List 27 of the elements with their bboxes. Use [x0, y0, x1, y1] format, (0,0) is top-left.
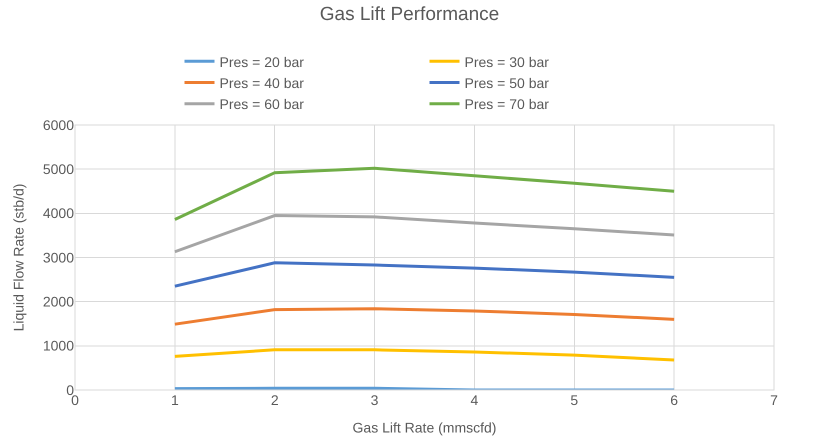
y-tick-label: 5000: [42, 161, 74, 178]
x-tick-label: 5: [570, 392, 578, 408]
y-tick-label: 3000: [42, 249, 74, 266]
y-tick-label: 4000: [42, 205, 74, 222]
legend-label: Pres = 60 bar: [220, 96, 304, 112]
legend-label: Pres = 50 bar: [464, 74, 550, 91]
chart-title: Gas Lift Performance: [320, 4, 500, 25]
x-tick-label: 7: [770, 392, 778, 408]
x-tick-label: 6: [670, 392, 678, 408]
x-axis-title: Gas Lift Rate (mmscfd): [352, 419, 496, 436]
line-series: [173, 307, 676, 326]
y-tick-label: 6000: [42, 116, 74, 133]
x-tick-label: 2: [270, 392, 279, 408]
line-series: [173, 166, 676, 222]
line-series: [173, 348, 676, 362]
y-tick-label: 1000: [42, 338, 74, 354]
line-series: [173, 214, 676, 254]
x-tick-label: 1: [170, 392, 179, 408]
x-tick-label: 4: [470, 392, 479, 408]
y-tick-label: 2000: [42, 294, 74, 310]
legend-label: Pres = 20 bar: [220, 54, 304, 70]
legend-label: Pres = 70 bar: [464, 96, 550, 112]
y-axis-title: Liquid Flow Rate (stb/d): [10, 184, 26, 332]
legend-label: Pres = 30 bar: [464, 54, 550, 70]
x-tick-label: 3: [370, 392, 379, 408]
legend-label: Pres = 40 bar: [220, 74, 304, 91]
line-series: [173, 261, 676, 288]
